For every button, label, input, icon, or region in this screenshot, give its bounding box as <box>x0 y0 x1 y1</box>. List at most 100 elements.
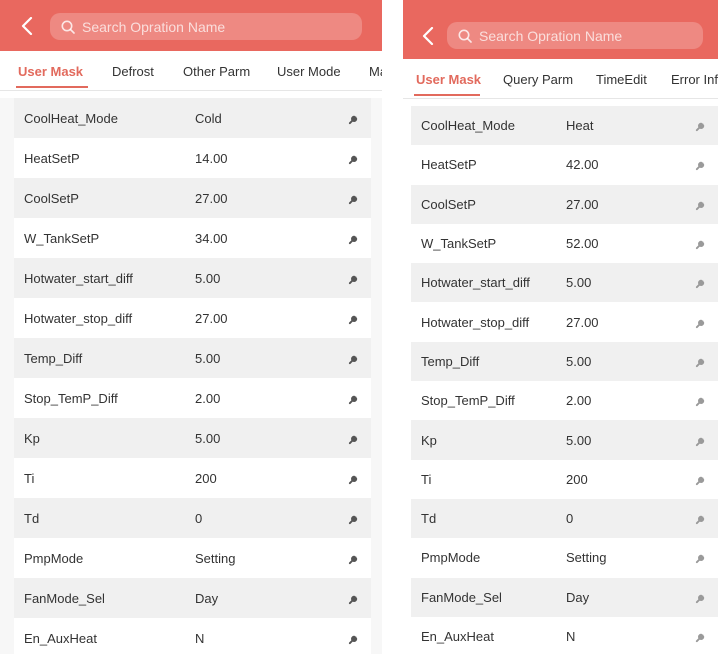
table-row[interactable]: Ti 200 <box>14 458 371 498</box>
wrench-icon[interactable] <box>694 538 709 577</box>
table-row[interactable]: HeatSetP 14.00 <box>14 138 371 178</box>
wrench-icon[interactable] <box>694 302 709 341</box>
image-divider <box>382 0 403 654</box>
search-placeholder: Search Opration Name <box>479 27 623 44</box>
active-tab-indicator <box>16 86 88 88</box>
table-row[interactable]: CoolSetP 27.00 <box>14 178 371 218</box>
param-value: 27.00 <box>195 310 228 326</box>
table-row[interactable]: Ti 200 <box>411 460 718 499</box>
param-value: 14.00 <box>195 150 228 166</box>
table-row[interactable]: Hotwater_start_diff 5.00 <box>14 258 371 298</box>
tab-other-parm[interactable]: Other Parm <box>183 64 251 79</box>
table-row[interactable]: Stop_TemP_Diff 2.00 <box>14 378 371 418</box>
param-name: HeatSetP <box>24 150 80 166</box>
wrench-icon[interactable] <box>347 98 362 138</box>
table-row[interactable]: FanMode_Sel Day <box>411 577 718 617</box>
param-name: PmpMode <box>421 550 481 566</box>
table-row[interactable]: Temp_Diff 5.00 <box>411 341 718 382</box>
param-name: W_TankSetP <box>421 236 497 252</box>
table-row[interactable]: Kp 5.00 <box>14 418 371 458</box>
table-row[interactable]: En_AuxHeat N <box>411 617 718 654</box>
param-value: 27.00 <box>566 196 599 212</box>
param-name: PmpMode <box>24 550 84 566</box>
app-header: Search Opration Name <box>0 0 382 51</box>
param-value: Setting <box>566 550 607 566</box>
table-row[interactable]: Hotwater_stop_diff 27.00 <box>14 298 371 338</box>
search-input[interactable]: Search Opration Name <box>447 22 703 49</box>
wrench-icon[interactable] <box>694 420 709 459</box>
table-row[interactable]: HeatSetP 42.00 <box>411 145 718 184</box>
table-row[interactable]: CoolHeat_Mode Heat <box>411 106 718 146</box>
wrench-icon[interactable] <box>694 145 709 184</box>
table-row[interactable]: En_AuxHeat N <box>14 618 371 654</box>
table-row[interactable]: PmpMode Setting <box>411 538 718 577</box>
wrench-icon[interactable] <box>347 618 362 654</box>
table-row[interactable]: Td 0 <box>14 498 371 538</box>
wrench-icon[interactable] <box>694 224 709 263</box>
param-name: Hotwater_stop_diff <box>24 310 133 326</box>
param-value: Heat <box>566 118 594 134</box>
wrench-icon[interactable] <box>694 381 709 420</box>
wrench-icon[interactable] <box>694 617 709 654</box>
wrench-icon[interactable] <box>347 298 362 338</box>
back-button[interactable] <box>417 22 439 50</box>
table-row[interactable]: Hotwater_start_diff 5.00 <box>411 263 718 303</box>
table-row[interactable]: Stop_TemP_Diff 2.00 <box>411 381 718 420</box>
param-name: Kp <box>421 432 437 448</box>
param-name: CoolHeat_Mode <box>421 118 515 134</box>
wrench-icon[interactable] <box>694 578 709 617</box>
wrench-icon[interactable] <box>694 499 709 538</box>
wrench-icon[interactable] <box>347 138 362 178</box>
table-row[interactable]: Kp 5.00 <box>411 420 718 460</box>
wrench-icon[interactable] <box>347 498 362 538</box>
param-value: 5.00 <box>195 270 221 286</box>
table-row[interactable]: Hotwater_stop_diff 27.00 <box>411 302 718 341</box>
wrench-icon[interactable] <box>347 418 362 458</box>
active-tab-indicator <box>414 94 480 96</box>
tab-defrost[interactable]: Defrost <box>112 64 154 79</box>
wrench-icon[interactable] <box>694 263 709 302</box>
search-input[interactable]: Search Opration Name <box>50 13 362 40</box>
param-value: 0 <box>195 510 203 526</box>
table-row[interactable]: CoolHeat_Mode Cold <box>14 98 371 138</box>
param-value: 5.00 <box>195 350 221 366</box>
tab-user-mask[interactable]: User Mask <box>416 72 482 87</box>
left-screen: Search Opration Name User Mask Defrost O… <box>0 0 382 654</box>
table-row[interactable]: Td 0 <box>411 498 718 539</box>
wrench-icon[interactable] <box>347 258 362 298</box>
wrench-icon[interactable] <box>347 578 362 618</box>
param-name: Hotwater_stop_diff <box>421 314 530 330</box>
wrench-icon[interactable] <box>347 378 362 418</box>
param-value: 34.00 <box>195 230 228 246</box>
wrench-icon[interactable] <box>347 178 362 218</box>
table-row[interactable]: FanMode_Sel Day <box>14 578 371 618</box>
wrench-icon[interactable] <box>347 338 362 378</box>
tab-user-mask[interactable]: User Mask <box>18 64 84 79</box>
tab-query-parm[interactable]: Query Parm <box>503 72 574 87</box>
wrench-icon[interactable] <box>347 218 362 258</box>
table-row[interactable]: W_TankSetP 52.00 <box>411 224 718 263</box>
parameter-table: CoolHeat_Mode Cold HeatSetP 14.00 CoolSetP 27… <box>0 98 382 654</box>
app-header: Search Opration Name <box>403 0 718 59</box>
tab-time-edit[interactable]: TimeEdit <box>596 72 647 87</box>
table-row[interactable]: CoolSetP 27.00 <box>411 184 718 224</box>
table-row[interactable]: W_TankSetP 34.00 <box>14 218 371 258</box>
wrench-icon[interactable] <box>694 460 709 499</box>
wrench-icon[interactable] <box>347 538 362 578</box>
back-button[interactable] <box>16 12 38 40</box>
table-row[interactable]: Temp_Diff 5.00 <box>14 338 371 378</box>
chevron-left-icon <box>21 17 33 35</box>
tab-overflow[interactable]: Ma <box>369 64 382 79</box>
tab-error-info[interactable]: Error Info <box>671 72 718 87</box>
param-name: Td <box>421 511 437 527</box>
wrench-icon[interactable] <box>694 106 709 145</box>
tab-user-mode[interactable]: User Mode <box>277 64 341 79</box>
table-row[interactable]: PmpMode Setting <box>14 538 371 578</box>
param-value: 27.00 <box>566 314 599 330</box>
wrench-icon[interactable] <box>347 458 362 498</box>
search-placeholder: Search Opration Name <box>82 18 226 35</box>
wrench-icon[interactable] <box>694 185 709 224</box>
param-name: En_AuxHeat <box>421 629 494 644</box>
param-value: 200 <box>195 470 217 486</box>
wrench-icon[interactable] <box>694 342 709 381</box>
